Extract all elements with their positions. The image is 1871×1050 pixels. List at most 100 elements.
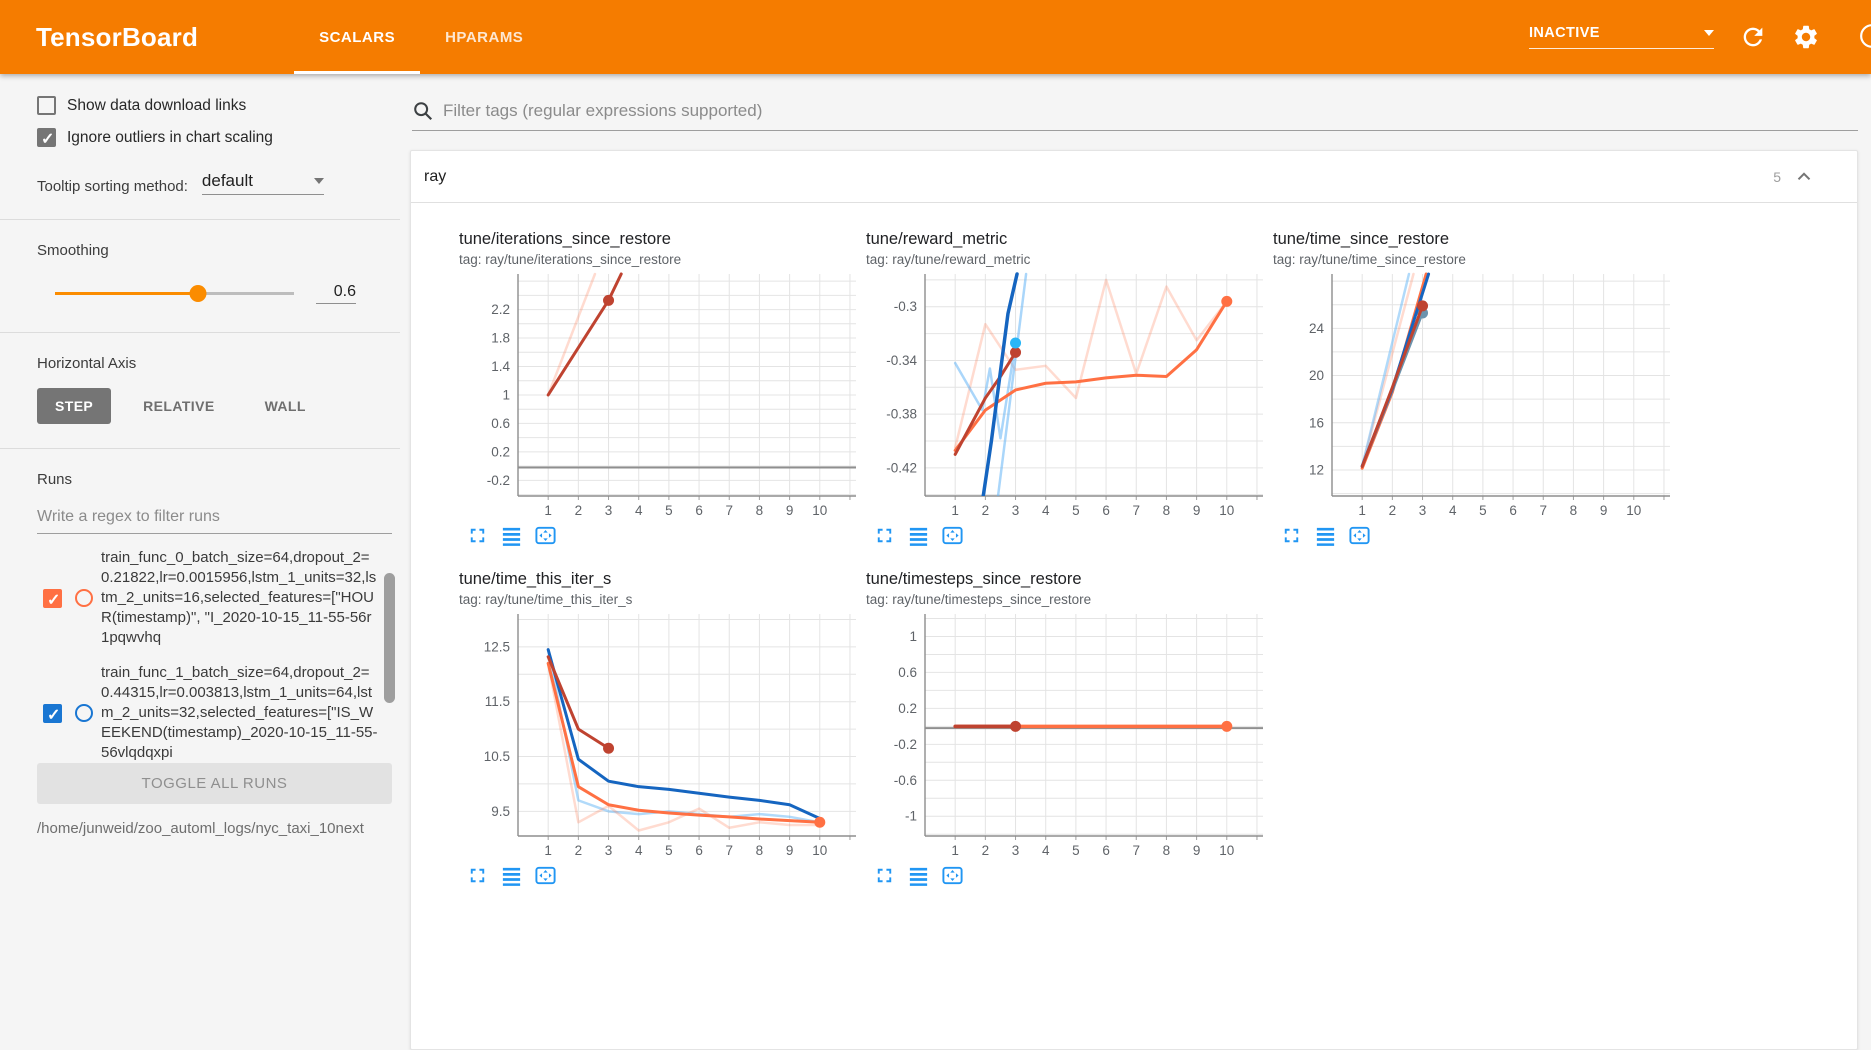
toggle-log-scale-icon[interactable]: [1314, 524, 1337, 547]
horizontal-axis-label: Horizontal Axis: [37, 355, 137, 372]
svg-text:12.5: 12.5: [484, 639, 510, 654]
chevron-up-icon[interactable]: [1793, 166, 1815, 188]
run-checkbox[interactable]: [43, 703, 62, 725]
smoothing-section: Smoothing: [0, 220, 400, 333]
line-chart[interactable]: -1 -0.6 -0.2 0.2 0.6 1 1 2 3 4 5 6 7 8 9 10: [866, 610, 1266, 862]
ignore-outliers-checkbox[interactable]: [37, 128, 56, 149]
fullscreen-icon[interactable]: [1280, 524, 1303, 547]
fullscreen-icon[interactable]: [466, 864, 489, 887]
run-isolator-circle-icon[interactable]: [75, 704, 93, 722]
svg-text:5: 5: [665, 503, 673, 518]
line-chart[interactable]: -0.2 0.2 0.6 1 1.4 1.8 2.2 1 2 3 4 5 6 7 8 9 10: [459, 270, 859, 522]
svg-text:10: 10: [1219, 843, 1234, 858]
smoothing-value-input[interactable]: [316, 283, 356, 304]
chart-tag: tag: ray/tune/iterations_since_restore: [459, 252, 682, 267]
fullscreen-icon[interactable]: [466, 524, 489, 547]
toggle-all-runs-button[interactable]: TOGGLE ALL RUNS: [37, 763, 392, 804]
settings-gear-icon[interactable]: [1792, 23, 1820, 51]
run-item[interactable]: train_func_0_batch_size=64,dropout_2=0.2…: [0, 548, 400, 648]
tooltip-sorting-select[interactable]: default: [201, 171, 324, 195]
line-chart[interactable]: 9.5 10.5 11.5 12.5 1 2 3 4 5 6 7 8 9 10: [459, 610, 859, 862]
svg-text:-0.2: -0.2: [894, 737, 917, 752]
runs-section: Runs train_func_0_batch_size=64,dropout_…: [0, 449, 400, 840]
svg-text:6: 6: [695, 503, 703, 518]
axis-wall-button[interactable]: WALL: [264, 398, 306, 414]
run-label: train_func_0_batch_size=64,dropout_2=0.2…: [101, 549, 377, 646]
tag-filter-input[interactable]: [443, 101, 1858, 121]
svg-text:-0.38: -0.38: [886, 407, 917, 422]
run-label: train_func_1_batch_size=64,dropout_2=0.4…: [101, 664, 378, 761]
chart-title: tune/time_since_restore: [1273, 230, 1450, 248]
chart-actions: [866, 524, 1266, 547]
svg-text:2.2: 2.2: [491, 302, 510, 317]
chart-tag: tag: ray/tune/timesteps_since_restore: [866, 592, 1092, 607]
chart-card: tune/time_since_restore tag: ray/tune/ti…: [1273, 228, 1673, 547]
fit-domain-icon[interactable]: [1348, 524, 1371, 547]
runs-list: train_func_0_batch_size=64,dropout_2=0.2…: [0, 548, 400, 761]
smoothing-slider[interactable]: [55, 285, 294, 302]
ignore-outliers-row[interactable]: Ignore outliers in chart scaling: [37, 128, 360, 149]
svg-text:2: 2: [982, 843, 990, 858]
toggle-log-scale-icon[interactable]: [500, 864, 523, 887]
toggle-log-scale-icon[interactable]: [500, 524, 523, 547]
svg-text:3: 3: [1012, 843, 1020, 858]
svg-text:7: 7: [1539, 503, 1547, 518]
fullscreen-icon[interactable]: [873, 524, 896, 547]
runs-filter-input[interactable]: [37, 508, 392, 534]
svg-text:5: 5: [1072, 843, 1080, 858]
tab-hparams[interactable]: HPARAMS: [445, 28, 524, 46]
help-icon[interactable]: [1859, 23, 1871, 49]
chart-actions: [459, 524, 859, 547]
svg-text:1: 1: [951, 843, 959, 858]
show-download-links-checkbox[interactable]: [37, 96, 56, 115]
tag-group-count: 5: [1773, 168, 1781, 185]
svg-text:24: 24: [1309, 321, 1325, 336]
tag-filter-row: [412, 100, 1858, 131]
run-isolator-circle-icon[interactable]: [75, 589, 93, 607]
chart-card: tune/iterations_since_restore tag: ray/t…: [459, 228, 859, 547]
line-chart[interactable]: -0.42 -0.38 -0.34 -0.3 1 2 3 4 5 6 7 8 9 10: [866, 270, 1266, 522]
svg-text:-0.3: -0.3: [894, 299, 917, 314]
svg-text:9: 9: [1193, 503, 1201, 518]
sidebar-scrollbar-thumb[interactable]: [384, 573, 395, 703]
smoothing-label: Smoothing: [37, 242, 109, 259]
fit-domain-icon[interactable]: [534, 524, 557, 547]
reload-status-dropdown[interactable]: INACTIVE: [1529, 25, 1714, 49]
svg-text:8: 8: [756, 503, 764, 518]
tooltip-sorting-value: default: [201, 171, 253, 190]
svg-text:2: 2: [575, 503, 583, 518]
log-directory-path: /home/junweid/zoo_automl_logs/nyc_taxi_1…: [37, 820, 364, 837]
tab-scalars[interactable]: SCALARS: [294, 0, 420, 74]
axis-relative-button[interactable]: RELATIVE: [143, 398, 215, 414]
toggle-log-scale-icon[interactable]: [907, 524, 930, 547]
smoothing-slider-row: [55, 283, 356, 304]
svg-text:-0.6: -0.6: [894, 773, 917, 788]
fit-domain-icon[interactable]: [534, 864, 557, 887]
svg-text:3: 3: [1012, 503, 1020, 518]
show-download-links-row[interactable]: Show data download links: [37, 96, 360, 115]
chart-title: tune/timesteps_since_restore: [866, 570, 1082, 588]
run-item[interactable]: train_func_1_batch_size=64,dropout_2=0.4…: [0, 663, 400, 761]
svg-text:-0.34: -0.34: [886, 353, 917, 368]
svg-text:0.6: 0.6: [491, 416, 510, 431]
axis-step-button[interactable]: STEP: [37, 388, 112, 424]
fullscreen-icon[interactable]: [873, 864, 896, 887]
svg-text:4: 4: [1042, 843, 1050, 858]
toggle-log-scale-icon[interactable]: [907, 864, 930, 887]
svg-text:6: 6: [1102, 503, 1110, 518]
chart-tag: tag: ray/tune/time_since_restore: [1273, 252, 1466, 267]
tag-group-header[interactable]: ray 5: [411, 151, 1857, 203]
chart-card: tune/reward_metric tag: ray/tune/reward_…: [866, 228, 1266, 547]
run-checkbox[interactable]: [43, 588, 62, 610]
fit-domain-icon[interactable]: [941, 524, 964, 547]
svg-text:10: 10: [812, 503, 827, 518]
svg-text:12: 12: [1309, 463, 1324, 478]
refresh-icon[interactable]: [1739, 23, 1767, 51]
fit-domain-icon[interactable]: [941, 864, 964, 887]
svg-text:8: 8: [1163, 503, 1171, 518]
runs-label: Runs: [37, 471, 73, 488]
slider-thumb[interactable]: [189, 285, 207, 302]
svg-text:10: 10: [1626, 503, 1641, 518]
svg-text:9: 9: [1193, 843, 1201, 858]
